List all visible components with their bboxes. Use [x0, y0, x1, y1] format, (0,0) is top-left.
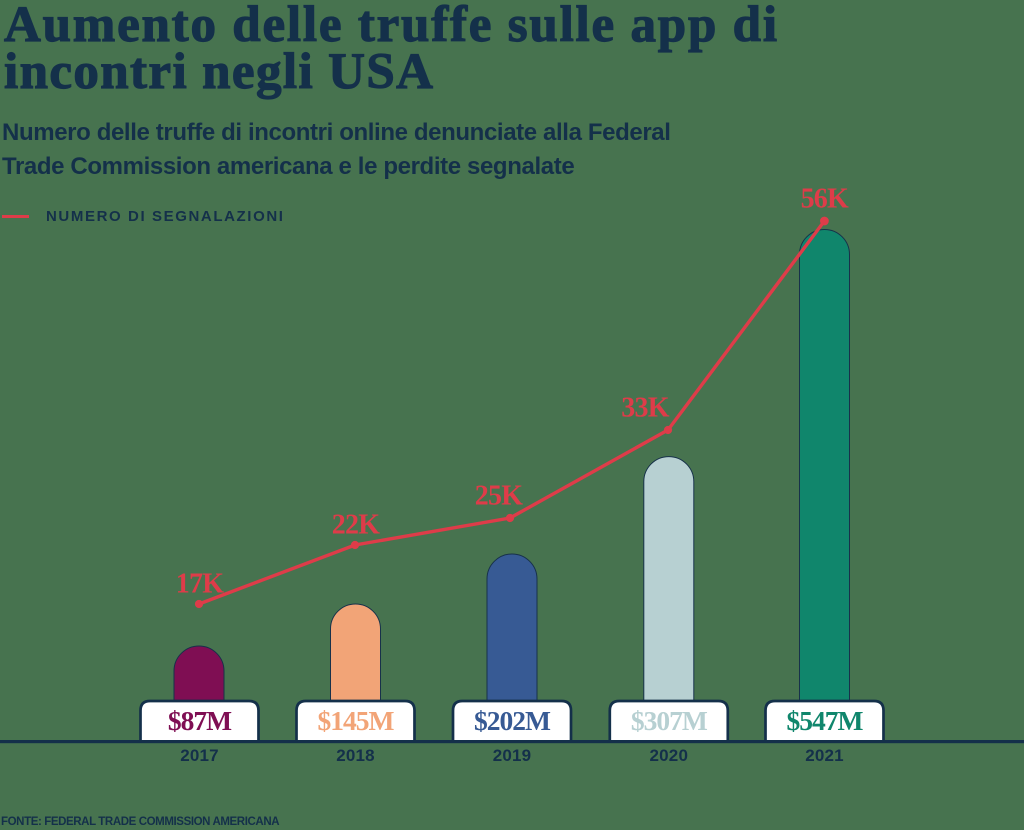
svg-text:2020: 2020 — [649, 746, 688, 765]
svg-text:22K: 22K — [332, 510, 380, 541]
svg-text:2021: 2021 — [805, 746, 844, 765]
svg-text:$307M: $307M — [631, 705, 708, 736]
svg-text:33K: 33K — [621, 393, 669, 424]
svg-text:2018: 2018 — [336, 746, 375, 765]
svg-text:2017: 2017 — [180, 746, 219, 765]
svg-text:25K: 25K — [475, 481, 523, 512]
svg-text:$87M: $87M — [168, 705, 232, 736]
svg-text:$145M: $145M — [318, 705, 395, 736]
svg-text:$547M: $547M — [787, 705, 864, 736]
svg-text:17K: 17K — [176, 569, 224, 600]
svg-text:$202M: $202M — [474, 705, 551, 736]
svg-text:56K: 56K — [801, 184, 849, 215]
svg-text:2019: 2019 — [493, 746, 532, 765]
